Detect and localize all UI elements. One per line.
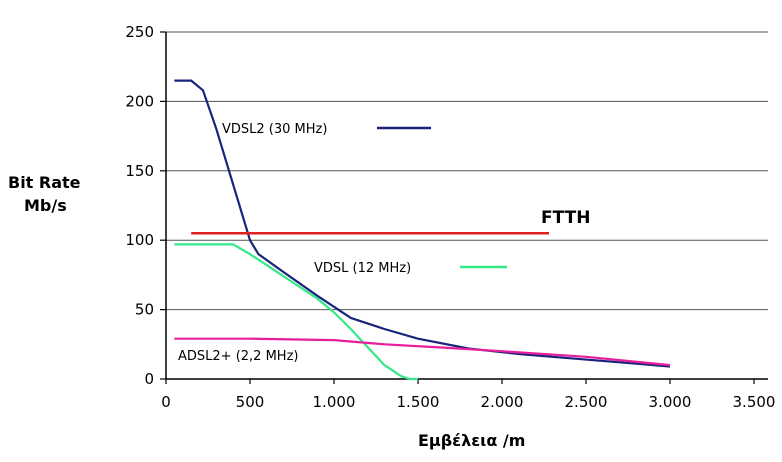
- x-tick-label: 2.000: [481, 393, 524, 411]
- y-tick-label: 100: [125, 231, 154, 249]
- series-label-1: VDSL (12 MHz): [314, 261, 411, 276]
- x-tick-label: 2.500: [565, 393, 608, 411]
- series-lines: [174, 79, 671, 381]
- series-line-0: [174, 79, 671, 368]
- y-tick-label: 0: [144, 370, 154, 388]
- x-axis-title: Εμβέλεια /m: [418, 431, 525, 450]
- series-line-2: [174, 337, 671, 367]
- series-label-0: VDSL2 (30 MHz): [222, 122, 327, 137]
- y-axis-title-line1: Bit Rate: [8, 173, 81, 192]
- series-label-2: ADSL2+ (2,2 MHz): [178, 349, 298, 364]
- x-tick-label: 1.000: [313, 393, 356, 411]
- tick-labels: 0 50 100 150 200 250 0 500 1.000 1.500 2.000 2.500 3…: [125, 23, 775, 411]
- x-tick-label: 1.500: [397, 393, 440, 411]
- series-labels: VDSL2 (30 MHz) VDSL (12 MHz) ADSL2+ (2,2 M…: [178, 122, 590, 364]
- y-tick-label: 150: [125, 162, 154, 180]
- series-label-3: FTTH: [541, 208, 590, 228]
- x-tick-label: 0: [161, 393, 171, 411]
- series-line-1: [174, 243, 418, 381]
- y-tick-label: 250: [125, 23, 154, 41]
- y-tick-label: 50: [135, 301, 154, 319]
- y-axis-title-line2: Mb/s: [24, 196, 67, 215]
- x-tick-label: 3.000: [649, 393, 692, 411]
- x-tick-label: 500: [236, 393, 265, 411]
- grid-lines: [165, 31, 768, 380]
- x-tick-label: 3.500: [733, 393, 776, 411]
- y-tick-label: 200: [125, 92, 154, 110]
